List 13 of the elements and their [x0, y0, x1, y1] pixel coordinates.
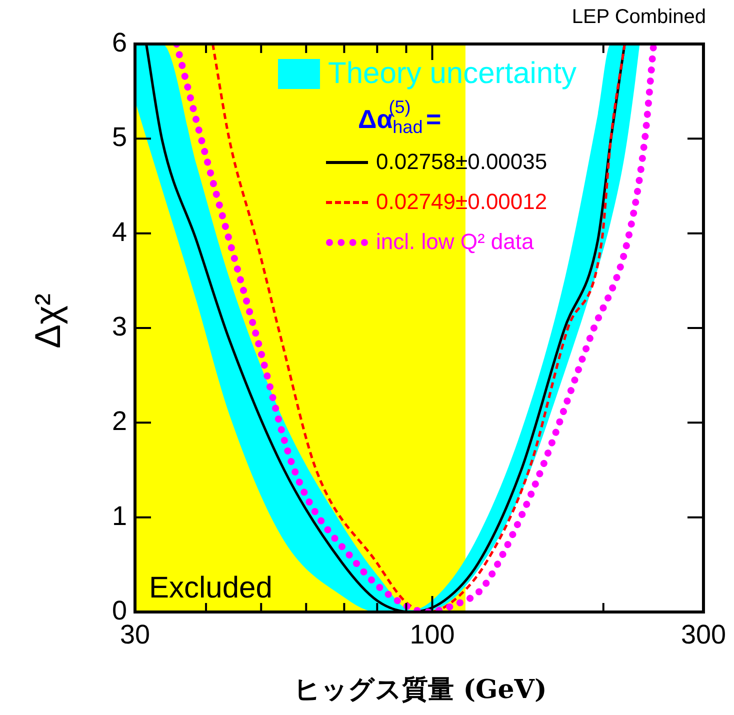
y-tick-label: 2 — [112, 406, 127, 436]
band-label: Excluded — [149, 571, 272, 604]
y-tick-label: 4 — [112, 216, 127, 247]
y-tick-label: 6 — [112, 27, 127, 58]
y-tick-label: 1 — [112, 500, 127, 531]
y-axis-title: Δχ² — [27, 292, 69, 350]
legend-title: Δα$_{had}$$^{(5)}$ = — [358, 96, 442, 138]
x-axis-title: ヒッグス質量 (GeV) — [293, 674, 548, 707]
text: LEP Combined — [572, 6, 706, 29]
y-tick-label: 3 — [112, 311, 127, 342]
x-tick-label: 300 — [680, 620, 726, 650]
y-tick-label: 5 — [112, 122, 127, 152]
x-tick-label: 100 — [410, 620, 455, 650]
